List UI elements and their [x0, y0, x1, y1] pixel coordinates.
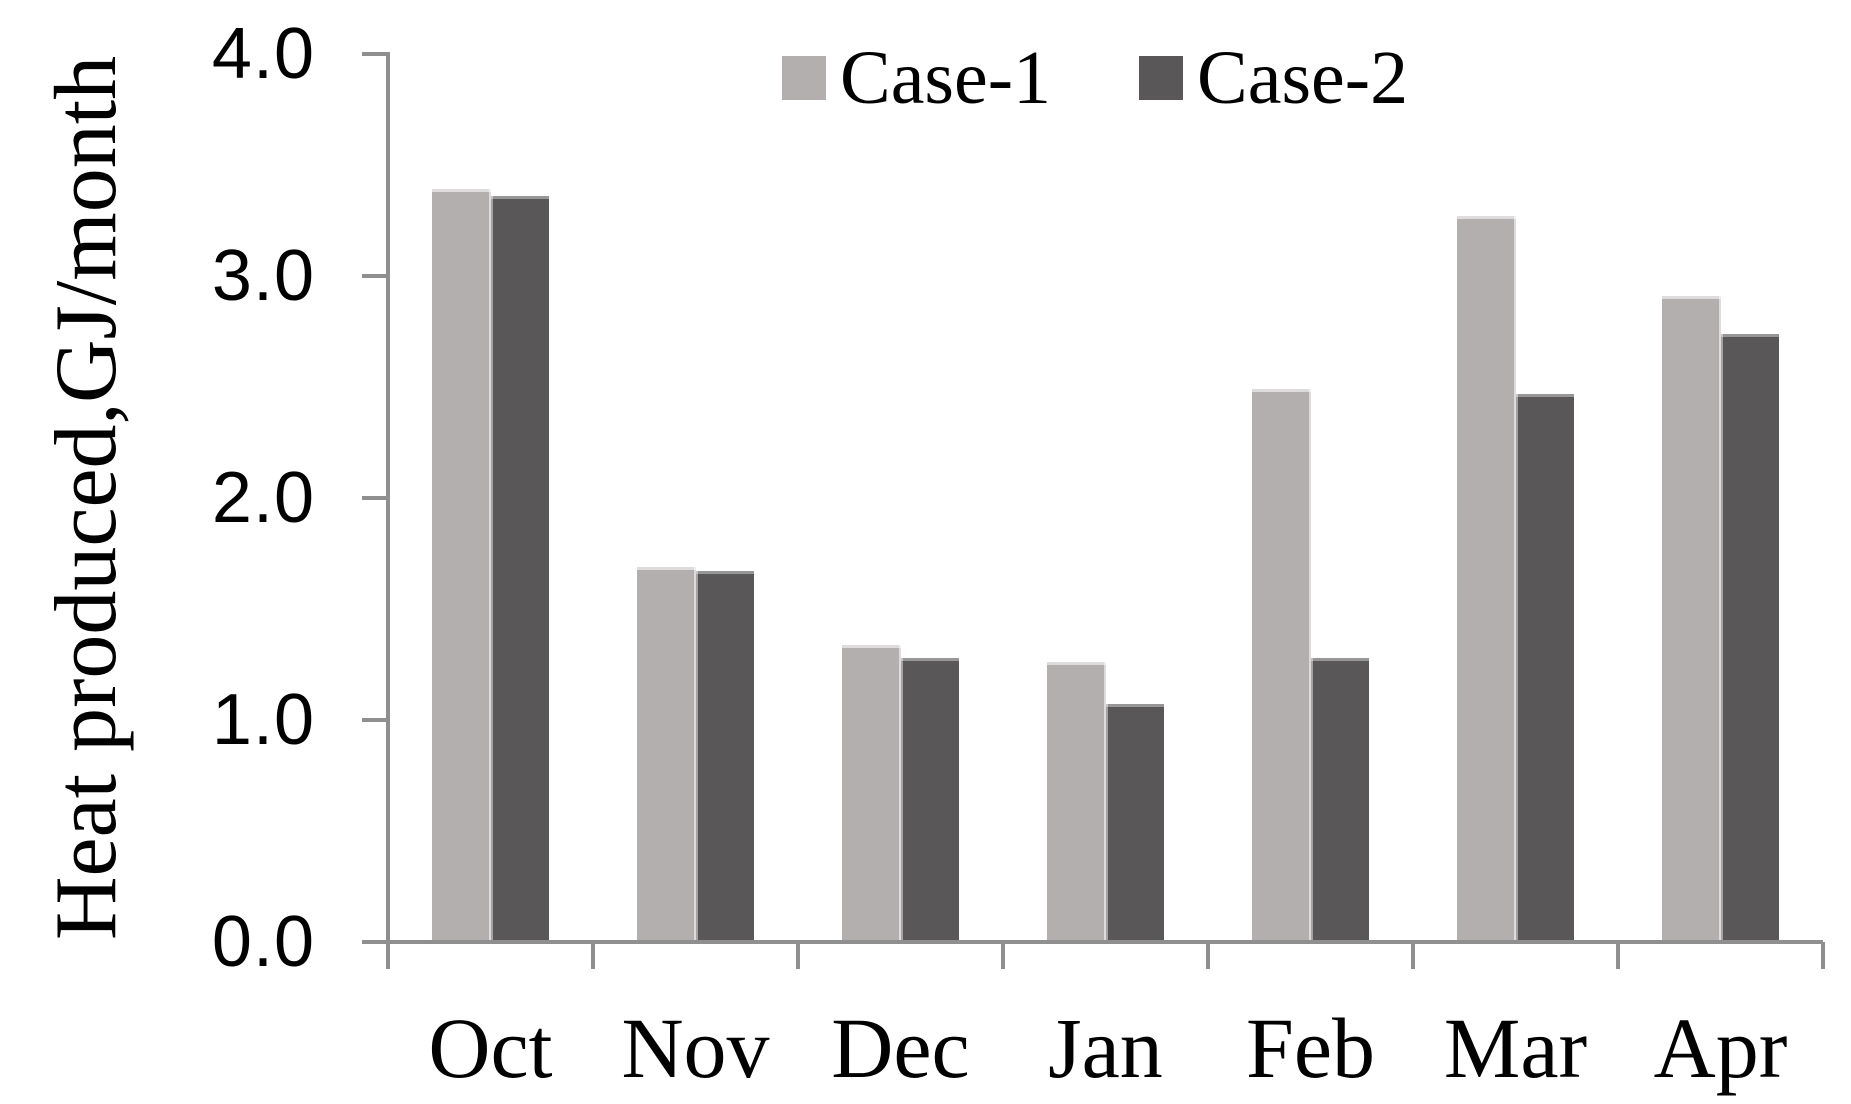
x-tick-mark [591, 942, 595, 969]
y-tick-label: 1.0 [211, 680, 315, 760]
x-tick-mark [1821, 942, 1825, 969]
x-category-label-oct: Oct [428, 1000, 553, 1096]
bar-case-2-jan [1106, 704, 1164, 942]
y-tick-mark [362, 52, 390, 56]
legend-item-case-2: Case-2 [1139, 40, 1408, 116]
legend-swatch-case-1 [782, 56, 826, 100]
x-axis-line [362, 940, 1823, 944]
y-axis-title-line2: GJ/month [38, 55, 135, 403]
x-tick-mark [796, 942, 800, 969]
x-tick-mark [1206, 942, 1210, 969]
legend-label-case-1: Case-1 [840, 36, 1052, 120]
x-category-label-nov: Nov [621, 1000, 770, 1096]
legend: Case-1 Case-2 [782, 38, 1408, 118]
bar-case-1-jan [1047, 662, 1106, 942]
y-tick-mark [362, 718, 390, 722]
bar-case-2-oct [491, 196, 549, 942]
bar-case-1-apr [1662, 296, 1721, 942]
x-tick-mark [386, 942, 390, 969]
x-category-label-mar: Mar [1443, 1000, 1588, 1096]
y-tick-label: 0.0 [211, 902, 315, 982]
bar-case-2-mar [1516, 394, 1574, 942]
y-tick-label: 2.0 [211, 458, 315, 538]
y-tick-mark [362, 274, 390, 278]
y-tick-label: 4.0 [211, 14, 315, 94]
y-axis-line [386, 54, 390, 944]
x-tick-mark [1616, 942, 1620, 969]
legend-label-case-2: Case-2 [1197, 36, 1409, 120]
plot-area [388, 54, 1823, 942]
bar-case-2-feb [1311, 658, 1369, 942]
x-category-label-dec: Dec [831, 1000, 970, 1096]
bar-case-2-dec [901, 658, 959, 942]
x-category-label-apr: Apr [1653, 1000, 1788, 1096]
bar-case-1-nov [637, 567, 696, 942]
bar-case-1-feb [1252, 389, 1311, 942]
x-tick-mark [1001, 942, 1005, 969]
x-category-label-feb: Feb [1246, 1000, 1375, 1096]
bar-case-1-mar [1457, 216, 1516, 942]
legend-swatch-case-2 [1139, 56, 1184, 100]
y-tick-mark [362, 496, 390, 500]
x-tick-mark [1411, 942, 1415, 969]
y-tick-label: 3.0 [211, 236, 315, 316]
legend-item-case-1: Case-1 [782, 40, 1051, 116]
x-category-label-jan: Jan [1048, 1000, 1163, 1096]
bar-case-1-dec [842, 645, 901, 942]
bar-case-2-apr [1721, 334, 1779, 942]
bar-case-2-nov [696, 571, 754, 942]
bar-case-1-oct [432, 189, 491, 942]
